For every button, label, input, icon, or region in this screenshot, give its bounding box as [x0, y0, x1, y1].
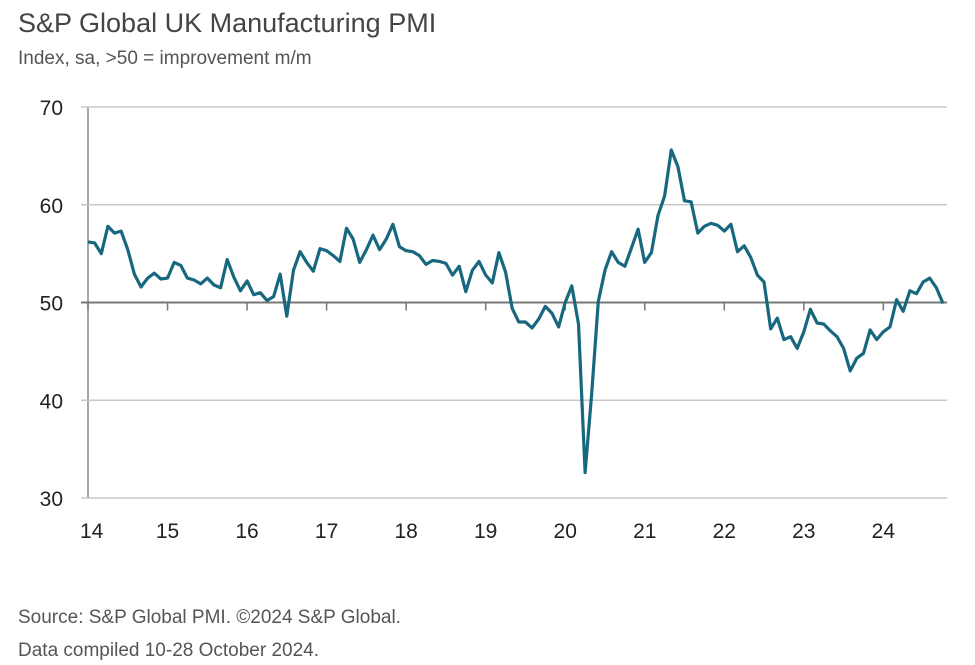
y-tick-label: 50 [40, 293, 63, 316]
y-tick-label: 30 [40, 488, 63, 511]
x-tick-label: 17 [315, 520, 338, 543]
x-tick-label: 24 [872, 520, 896, 543]
pmi-series-line [87, 148, 945, 475]
x-tick-label: 15 [156, 520, 179, 543]
source-note: Source: S&P Global PMI. ©2024 S&P Global… [18, 607, 401, 628]
x-tick-label: 22 [713, 520, 736, 543]
compiled-note: Data compiled 10-28 October 2024. [18, 640, 320, 661]
chart-subtitle: Index, sa, >50 = improvement m/m [18, 48, 312, 69]
x-tick-label: 18 [394, 520, 417, 543]
y-tick-label: 60 [40, 195, 63, 218]
y-tick-label: 40 [40, 390, 63, 413]
chart-title: S&P Global UK Manufacturing PMI [18, 8, 437, 38]
x-tick-label: 20 [554, 520, 577, 543]
x-tick-label: 16 [235, 520, 258, 543]
x-tick-label: 21 [633, 520, 656, 543]
x-tick-label: 14 [80, 520, 104, 543]
x-tick-label: 23 [792, 520, 815, 543]
y-tick-label: 70 [40, 97, 63, 120]
x-tick-label: 19 [474, 520, 497, 543]
